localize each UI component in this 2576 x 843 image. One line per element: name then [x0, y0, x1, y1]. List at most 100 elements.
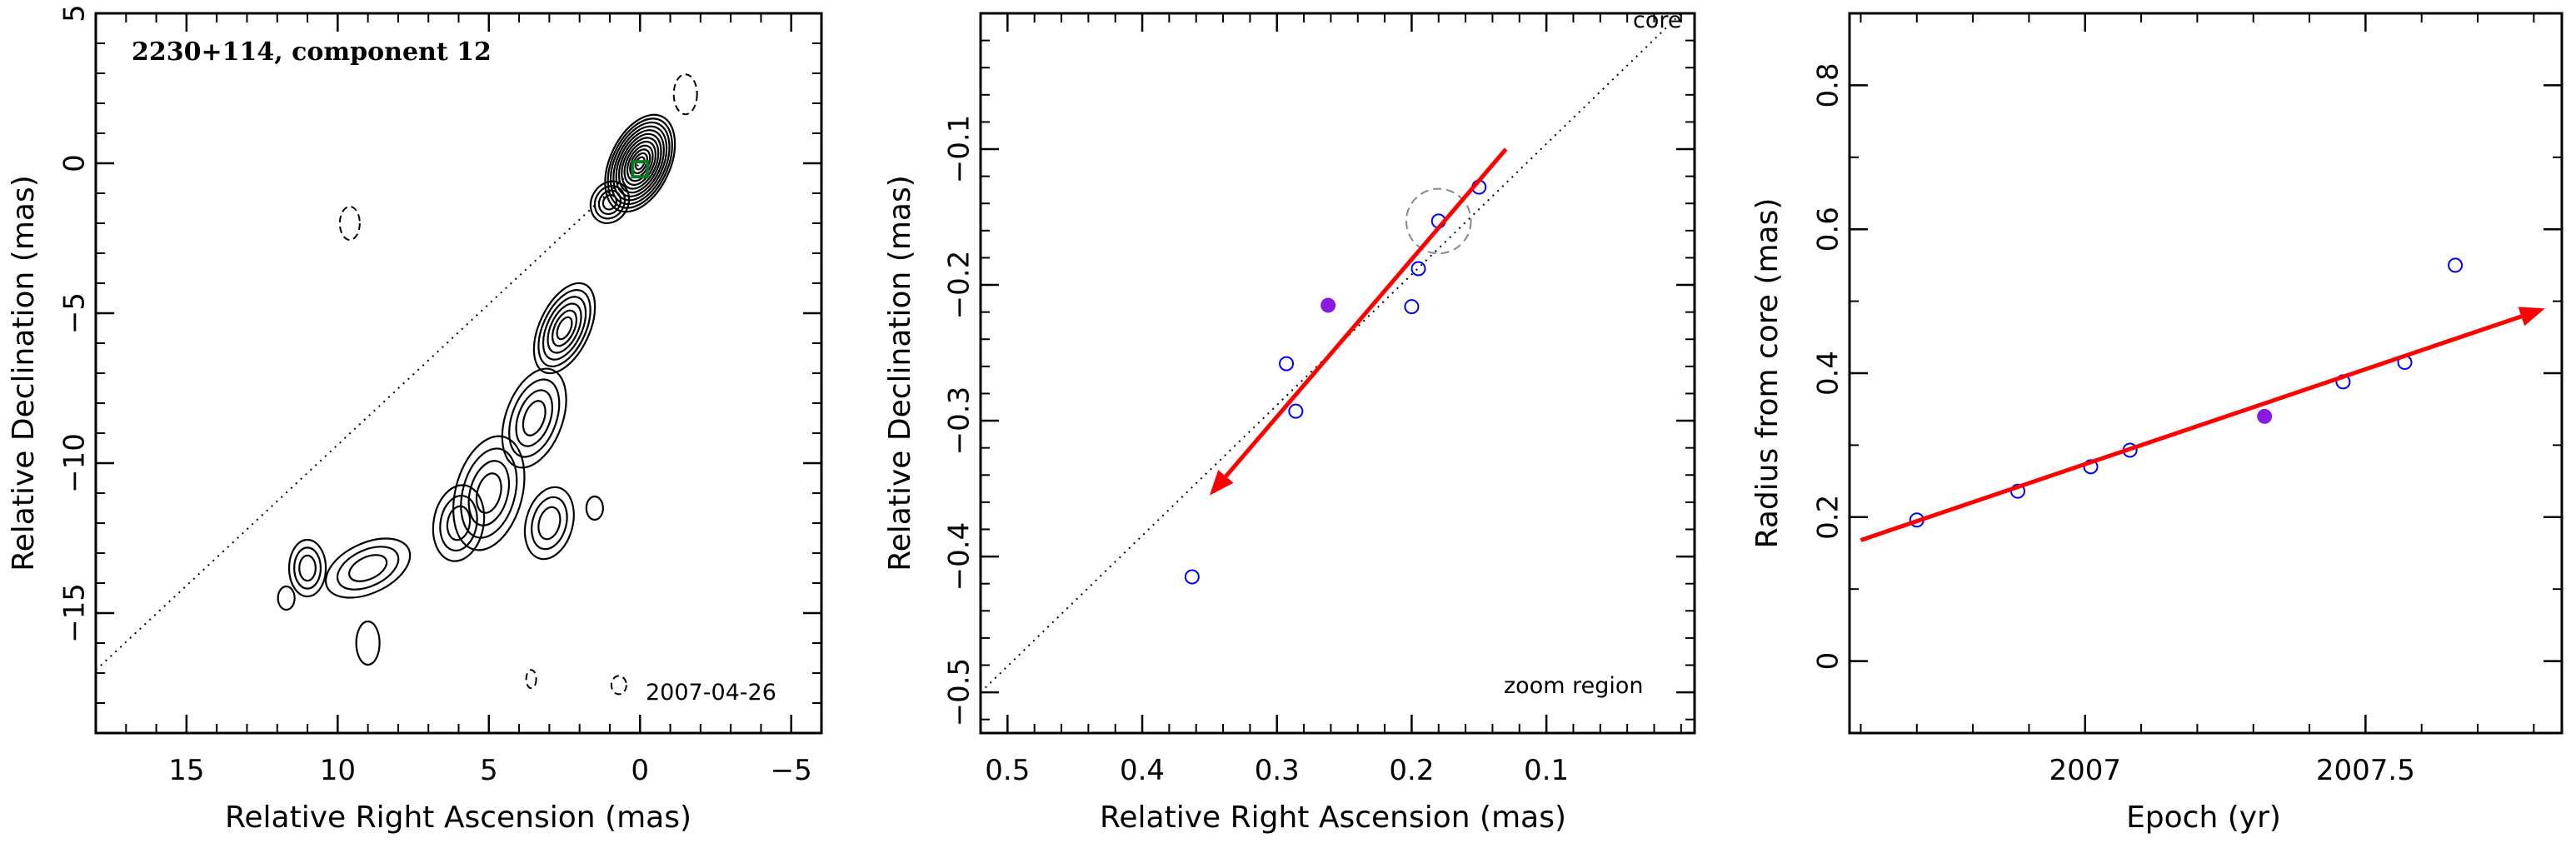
panel3-frame: [1848, 12, 2564, 735]
contour-line: [508, 378, 561, 458]
data-point: [1404, 299, 1420, 315]
panel2-region-label: zoom region: [1504, 673, 1643, 699]
panel2-ylabel: Relative Declination (mas): [883, 175, 917, 571]
negative-contour: [338, 206, 361, 241]
contour-line: [593, 185, 627, 220]
contour-line: [552, 309, 578, 347]
y-tick-label: 0.2: [1812, 495, 1845, 540]
contour-line: [523, 486, 575, 561]
contour-line: [602, 194, 618, 211]
panel3-ylabel: Radius from core (mas): [1750, 198, 1785, 549]
trend-arrow-shaft: [1860, 314, 2523, 542]
contour-line: [348, 554, 388, 582]
panel2-xlabel: Relative Right Ascension (mas): [1100, 801, 1566, 835]
contour-line: [615, 129, 665, 197]
x-tick-label: −5: [771, 754, 812, 787]
contour-line: [589, 180, 631, 224]
y-tick-label: 0.6: [1812, 207, 1845, 252]
x-tick-label: 0: [631, 754, 649, 787]
contour-line: [537, 289, 592, 367]
contour-line: [556, 316, 573, 341]
y-tick-label: −0.4: [943, 522, 976, 591]
y-tick-label: −0.3: [943, 387, 976, 456]
contour-line: [355, 620, 381, 666]
contour-line: [532, 282, 597, 375]
contour-line: [277, 585, 296, 611]
y-tick-label: 5: [58, 4, 92, 22]
x-tick-label: 0.1: [1524, 754, 1569, 787]
y-tick-label: −5: [58, 292, 92, 334]
x-tick-label: 0.4: [1120, 754, 1165, 787]
x-tick-label: 0.2: [1389, 754, 1434, 787]
x-tick-label: 2007.5: [2316, 754, 2415, 787]
contour-line: [542, 296, 587, 361]
panel3-xlabel: Epoch (yr): [2126, 801, 2281, 835]
y-tick-label: −10: [58, 433, 92, 493]
contour-line: [612, 125, 668, 202]
highlighted-point: [1320, 297, 1336, 313]
panel1-ylabel: Relative Declination (mas): [7, 175, 41, 571]
x-tick-label: 5: [480, 754, 498, 787]
contour-line: [446, 505, 472, 541]
contour-line: [293, 546, 322, 590]
contour-line: [515, 389, 553, 447]
contour-line: [439, 494, 478, 552]
contour-line: [522, 400, 547, 436]
panel-zoom-region: 0.5 0.4 0.3 0.2 0.1 −0.1 −0.2 −0.3 −0.4 −0.5 core…: [883, 7, 1696, 835]
y-tick-label: 0: [1812, 652, 1845, 671]
panel1-title: 2230+114, component 12: [132, 37, 492, 67]
x-tick-label: 10: [320, 754, 356, 787]
contour-line: [452, 435, 526, 551]
panel1-date-label: 2007-04-26: [646, 680, 776, 706]
data-point: [1410, 261, 1426, 277]
negative-contour: [610, 675, 627, 696]
y-tick-label: 0.8: [1812, 62, 1845, 107]
y-tick-label: −0.1: [943, 115, 976, 184]
panel-contour-map: 15 10 5 0 −5 5 0 −5 −10 −15 2230+114, component 1…: [7, 4, 823, 835]
panel2-frame: [979, 12, 1696, 735]
contour-line: [460, 447, 518, 539]
data-point: [2448, 257, 2464, 273]
y-tick-label: −0.5: [943, 658, 976, 727]
contour-line: [585, 495, 604, 521]
contour-line: [626, 144, 654, 182]
motion-arrow-shaft: [1224, 147, 1508, 478]
panel1-xlabel: Relative Right Ascension (mas): [225, 801, 691, 835]
panel2-core-label: core: [1633, 7, 1681, 33]
y-tick-label: −15: [58, 583, 92, 643]
data-point: [1184, 569, 1200, 585]
data-point: [1288, 403, 1304, 419]
negative-contour: [525, 669, 537, 690]
x-tick-label: 0.3: [1255, 754, 1300, 787]
y-tick-label: 0: [58, 154, 92, 172]
contour-line: [547, 302, 582, 354]
contour-line: [298, 554, 317, 582]
contour-line: [609, 121, 671, 206]
contour-line: [432, 484, 486, 562]
contour-line: [287, 538, 327, 598]
highlighted-point: [2257, 408, 2273, 424]
contour-line: [501, 367, 567, 469]
contour-line: [604, 113, 676, 213]
core-marker: [631, 160, 650, 179]
contour-line: [337, 546, 400, 591]
contour-line: [324, 537, 412, 599]
contour-line: [537, 506, 562, 541]
trend-arrow-head: [2518, 307, 2545, 327]
panel-radius-vs-epoch: 2007 2007.5 0 0.2 0.4 0.6 0.8 Epoch (yr) Radiu…: [1750, 12, 2564, 835]
x-tick-label: 15: [168, 754, 204, 787]
x-tick-label: 0.5: [985, 754, 1030, 787]
y-tick-label: −0.2: [943, 251, 976, 320]
x-tick-label: 2007: [2049, 754, 2121, 787]
contour-line: [621, 137, 660, 190]
contour-line: [531, 496, 568, 551]
y-tick-label: 0.4: [1812, 351, 1845, 396]
contour-line: [597, 189, 622, 216]
motion-arrow-head: [1209, 470, 1234, 496]
error-circle: [1405, 187, 1472, 255]
contour-line: [623, 140, 656, 187]
data-point: [1279, 356, 1295, 372]
negative-contour: [672, 73, 698, 116]
panel1-frame: [94, 12, 823, 735]
